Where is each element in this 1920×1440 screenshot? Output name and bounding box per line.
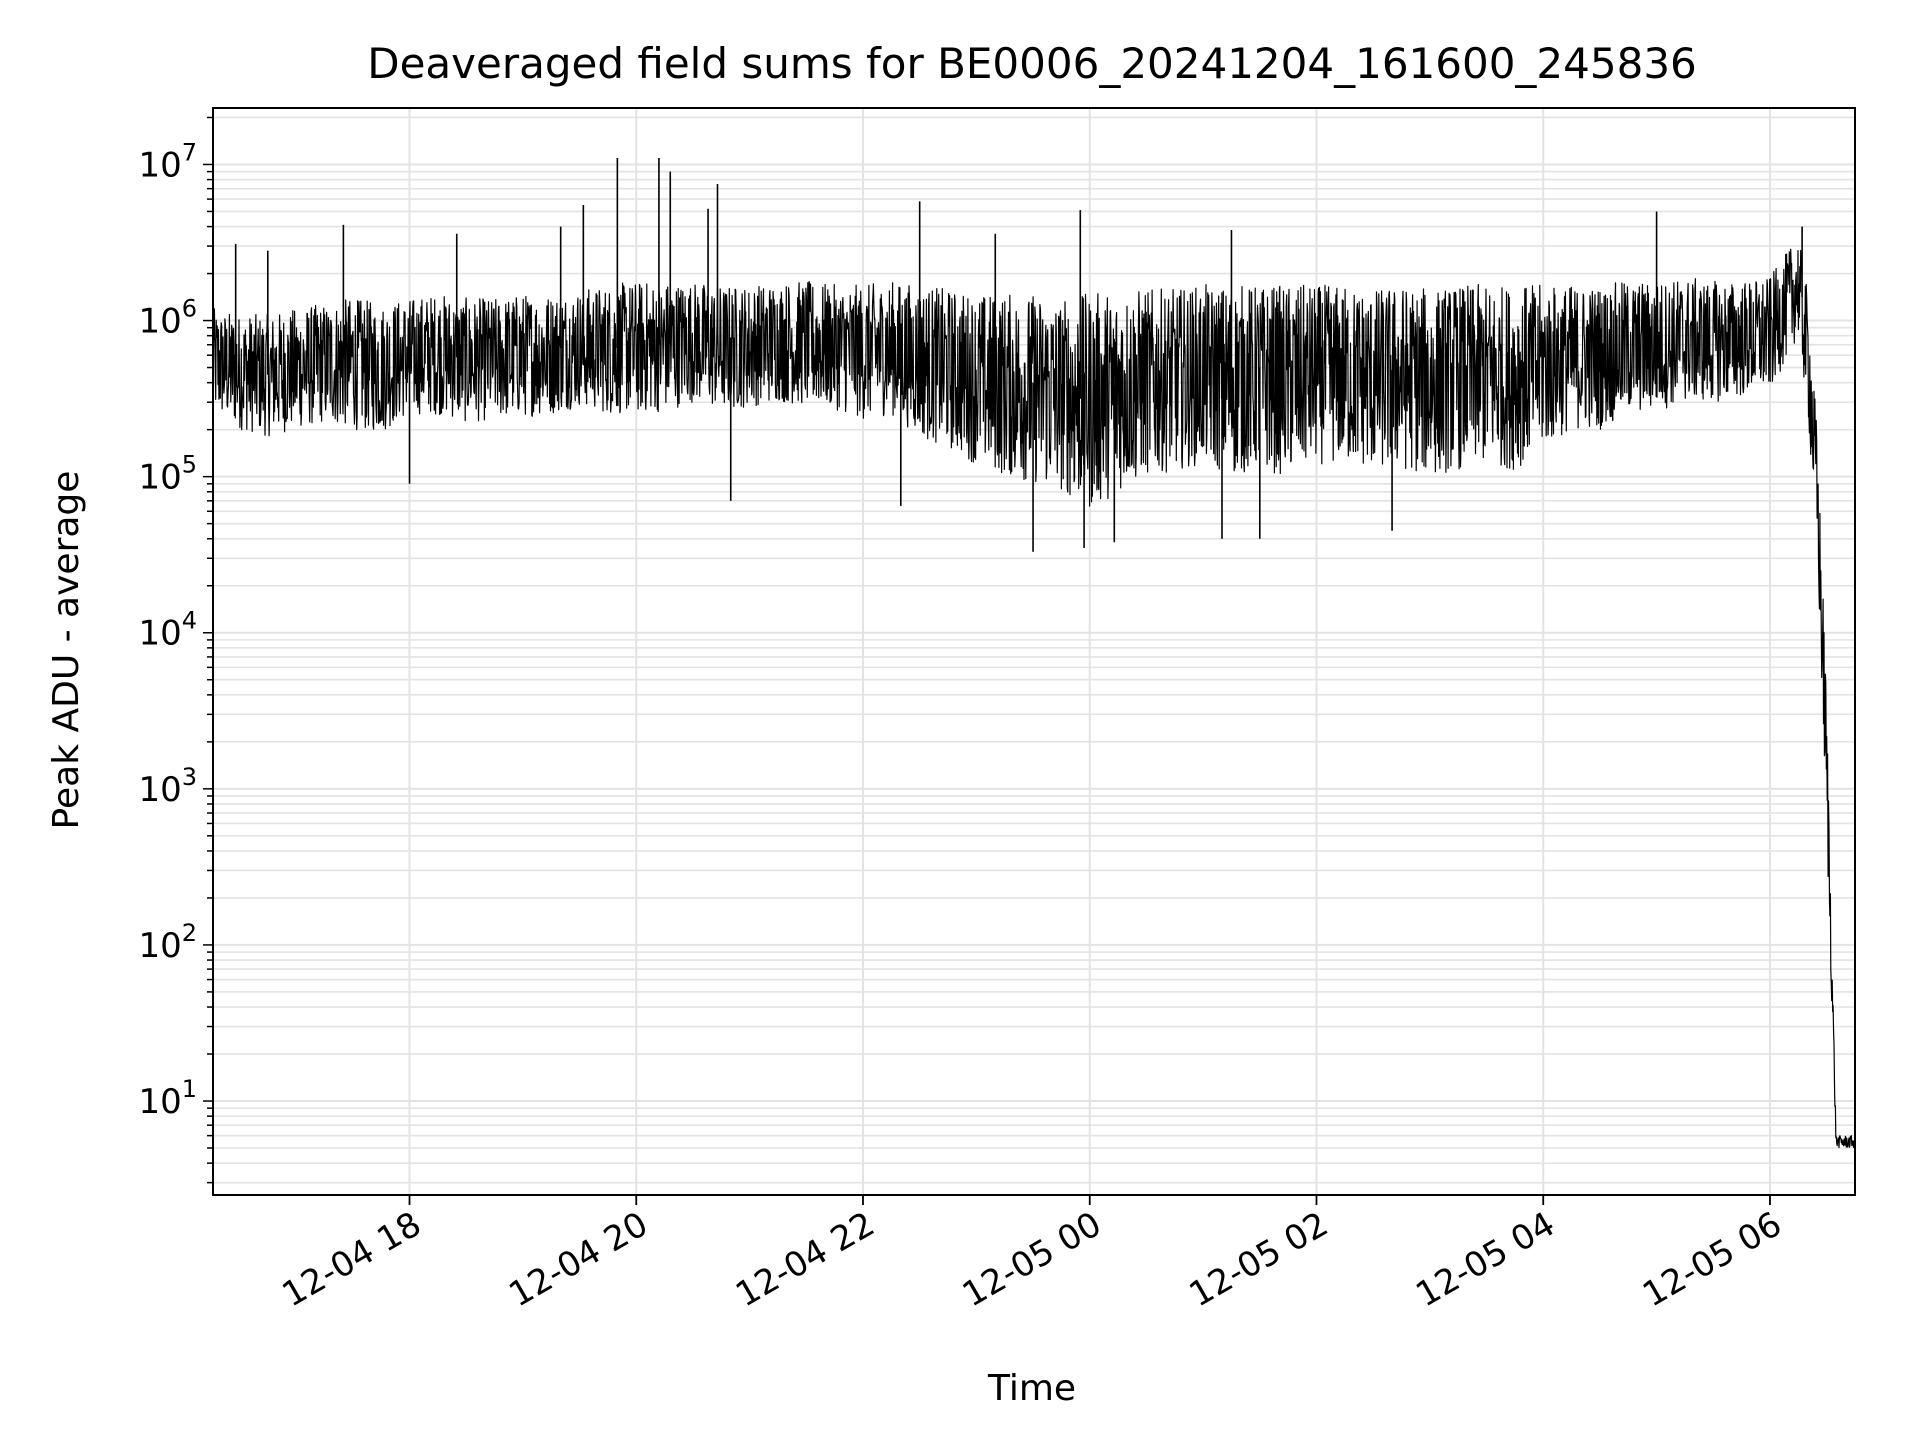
y-tick-label: 101: [138, 1075, 197, 1122]
y-tick-label: 104: [138, 607, 197, 654]
series-line: [212, 158, 1856, 1149]
chart-title: Deaveraged field sums for BE0006_2024120…: [367, 39, 1697, 88]
y-tick-label: 107: [138, 138, 197, 185]
y-tick-label: 106: [138, 295, 197, 342]
y-tick-label: 102: [138, 919, 197, 966]
y-axis-label: Peak ADU - average: [46, 471, 87, 830]
y-tick-label: 105: [138, 451, 197, 498]
y-tick-label: 103: [138, 763, 197, 810]
x-axis-label: Time: [987, 1368, 1076, 1409]
series-path: [212, 248, 1856, 1149]
plot-frame: [212, 107, 1856, 1196]
